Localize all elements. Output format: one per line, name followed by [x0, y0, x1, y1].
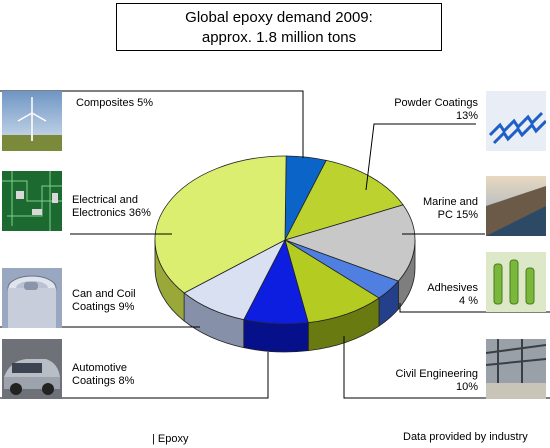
pie-slice-marine: [283, 204, 416, 282]
label-can-coil: Can and Coil Coatings 9%: [72, 288, 136, 314]
pie-tops: [154, 155, 416, 325]
label-automotive-line1: Automotive: [72, 362, 128, 374]
leader-lines: [0, 90, 550, 399]
chart-title-line1: Global epoxy demand 2009:: [185, 9, 373, 26]
chart-title-box: Global epoxy demand 2009: approx. 1.8 mi…: [116, 3, 442, 51]
footer-source: Data provided by industry: [403, 431, 528, 443]
adhesives-lab-image: [486, 252, 546, 312]
label-automotive: Automotive Coatings 8%: [72, 362, 134, 388]
powder-coatings-spring-image: [486, 91, 546, 151]
pie-slice-civil-engineering: [284, 239, 380, 324]
label-powder-coatings-line1: Powder Coatings: [394, 97, 478, 109]
label-composites-line1: Composites 5%: [76, 97, 154, 109]
label-marine-line1: Marine and: [422, 196, 478, 208]
label-can-coil-line1: Can and Coil: [72, 288, 136, 300]
marine-ship-image: [486, 176, 546, 236]
label-civil-engineering: Civil Engineering 10%: [395, 368, 478, 394]
electronics-circuit-board-image: [2, 171, 62, 231]
label-electrical: Electrical and Electronics 36%: [72, 194, 151, 220]
pie-side-automotive: [243, 319, 309, 353]
label-composites: Composites 5%: [76, 97, 153, 110]
pie-slice-electrical: [154, 155, 287, 294]
leader-civil-engineering: [343, 336, 550, 399]
chart-title-line2: approx. 1.8 million tons: [201, 29, 357, 46]
leader-automotive: [0, 352, 269, 399]
footer-epoxy: | Epoxy: [152, 433, 189, 445]
label-marine: Marine and PC 15%: [423, 196, 478, 222]
label-electrical-line2: Electronics 36%: [72, 207, 151, 219]
label-automotive-line2: Coatings 8%: [72, 375, 135, 387]
civil-engineering-image: [486, 339, 546, 399]
label-electrical-line1: Electrical and: [72, 194, 139, 206]
automotive-car-image: [2, 339, 62, 399]
label-civil-engineering-line1: Civil Engineering: [395, 368, 478, 380]
leader-powder-coatings: [365, 123, 476, 191]
label-marine-line2: PC 15%: [437, 209, 478, 221]
label-adhesives-line2: 4 %: [459, 295, 478, 307]
can-coatings-image: [2, 268, 62, 328]
composites-wind-turbine-image: [2, 91, 62, 151]
leader-adhesives: [399, 303, 550, 313]
pie-slice-powder-coatings: [284, 159, 404, 241]
label-civil-engineering-line2: 10%: [455, 381, 478, 393]
leader-composites: [0, 90, 304, 158]
label-can-coil-line2: Coatings 9%: [72, 301, 135, 313]
label-powder-coatings: Powder Coatings 13%: [394, 97, 478, 123]
label-adhesives-line1: Adhesives: [427, 282, 478, 294]
label-adhesives: Adhesives 4 %: [427, 282, 478, 308]
label-powder-coatings-line2: 13%: [455, 110, 478, 122]
